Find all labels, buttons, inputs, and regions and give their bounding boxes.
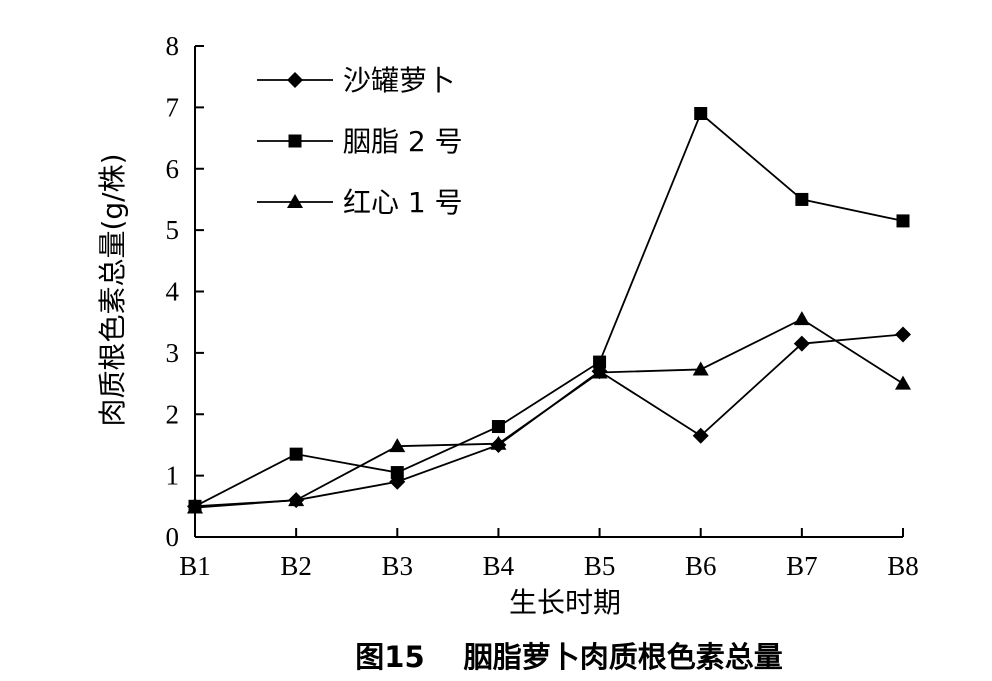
legend-square-marker xyxy=(288,134,302,148)
y-tick-label: 5 xyxy=(166,215,180,245)
series-line xyxy=(194,333,904,508)
figure-caption: 图15 胭脂萝卜肉质根色素总量 xyxy=(355,640,782,674)
y-tick-label: 8 xyxy=(166,31,180,61)
square-point xyxy=(694,107,708,121)
legend-diamond-marker xyxy=(287,72,303,88)
triangle-point xyxy=(591,364,608,379)
diamond-point xyxy=(692,427,709,444)
y-tick-label: 0 xyxy=(166,522,180,552)
x-tick-label: B4 xyxy=(483,551,515,581)
triangle-point xyxy=(895,375,911,390)
diamond-point xyxy=(895,326,911,343)
triangle-point xyxy=(288,492,305,507)
series-hongxin-1 xyxy=(187,311,911,514)
x-tick-label: B3 xyxy=(382,551,414,581)
x-tick-label: B5 xyxy=(584,551,616,581)
diamond-point xyxy=(793,335,810,352)
y-axis: 0 1 2 3 4 5 6 7 8 xyxy=(166,31,204,552)
x-tick-label: B6 xyxy=(685,551,717,581)
legend-triangle-marker xyxy=(287,194,303,208)
triangle-point xyxy=(187,499,203,514)
triangle-point xyxy=(490,435,507,450)
triangle-point xyxy=(793,311,810,326)
series-layer xyxy=(187,107,911,515)
y-tick-label: 7 xyxy=(166,92,180,122)
square-point xyxy=(390,466,404,480)
series-line xyxy=(194,318,904,509)
legend-item-hongxin-1: 红心 1 号 xyxy=(257,186,463,219)
y-tick-label: 3 xyxy=(166,338,180,368)
y-axis-title: 肉质根色素总量(g/株) xyxy=(96,153,129,426)
triangle-point xyxy=(389,438,406,453)
x-tick-label: B8 xyxy=(887,551,919,581)
square-point xyxy=(795,192,809,206)
x-tick-label: B1 xyxy=(179,551,211,581)
legend-item-yanzhi-2: 胭脂 2 号 xyxy=(257,125,463,158)
y-tick-label: 1 xyxy=(166,461,180,491)
square-point xyxy=(593,355,607,369)
series-yanzhi-2 xyxy=(188,107,910,513)
series-line xyxy=(194,112,904,508)
x-tick-label: B7 xyxy=(786,551,818,581)
legend-label: 红心 1 号 xyxy=(343,186,463,219)
x-axis-title: 生长时期 xyxy=(509,586,621,619)
square-point xyxy=(491,420,505,434)
y-tick-label: 4 xyxy=(166,277,180,307)
square-point xyxy=(289,447,303,461)
legend-item-shaguan-luobo: 沙罐萝卜 xyxy=(257,64,455,97)
square-point xyxy=(896,214,910,228)
y-tick-label: 2 xyxy=(166,399,180,429)
triangle-point xyxy=(692,361,709,376)
y-tick-label: 6 xyxy=(166,154,180,184)
x-axis: B1 B2 B3 B4 B5 B6 B7 B8 xyxy=(179,528,919,581)
series-shaguan-luobo xyxy=(187,326,911,515)
legend-label: 胭脂 2 号 xyxy=(343,125,463,158)
legend-label: 沙罐萝卜 xyxy=(343,64,455,97)
x-tick-label: B2 xyxy=(280,551,312,581)
